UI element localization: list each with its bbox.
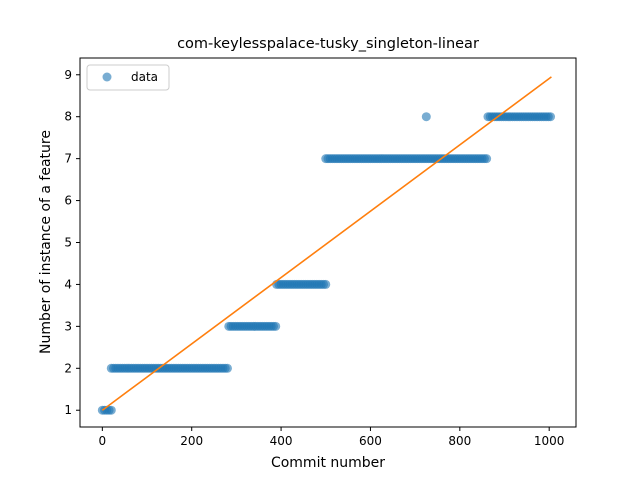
y-axis: 1 2 3 4 5 6 7 8 9 [64,68,80,417]
legend-marker-data [102,72,112,82]
x-tick-label: 600 [359,434,382,448]
y-tick-label: 2 [64,361,72,375]
y-tick-label: 9 [64,68,72,82]
y-tick-label: 5 [64,236,72,250]
legend: data [86,64,170,91]
y-tick-label: 7 [64,152,72,166]
y-tick-label: 1 [64,403,72,417]
data-point [321,279,331,289]
data-point [106,405,116,415]
y-axis-label: Number of instance of a feature [38,130,54,354]
y-tick-label: 3 [64,319,72,333]
y-tick-label: 8 [64,110,72,124]
plot-area [97,76,556,415]
data-point [546,112,556,122]
x-tick-label: 1000 [534,434,565,448]
data-point-outlier [421,112,431,122]
data-point [222,363,232,373]
x-axis: 0 200 400 600 800 1000 [99,427,565,448]
x-tick-label: 800 [448,434,471,448]
data-point [482,154,492,164]
fit-line [101,76,552,411]
chart-title: com-keylesspalace-tusky_singleton-linear [177,36,479,52]
legend-label-data: data [131,70,158,84]
x-tick-label: 0 [99,434,107,448]
data-point [271,321,281,331]
y-tick-label: 4 [64,277,72,291]
x-tick-label: 200 [180,434,203,448]
x-axis-label: Commit number [271,455,385,471]
x-tick-label: 400 [270,434,293,448]
y-tick-label: 6 [64,194,72,208]
legend-box [86,64,170,91]
